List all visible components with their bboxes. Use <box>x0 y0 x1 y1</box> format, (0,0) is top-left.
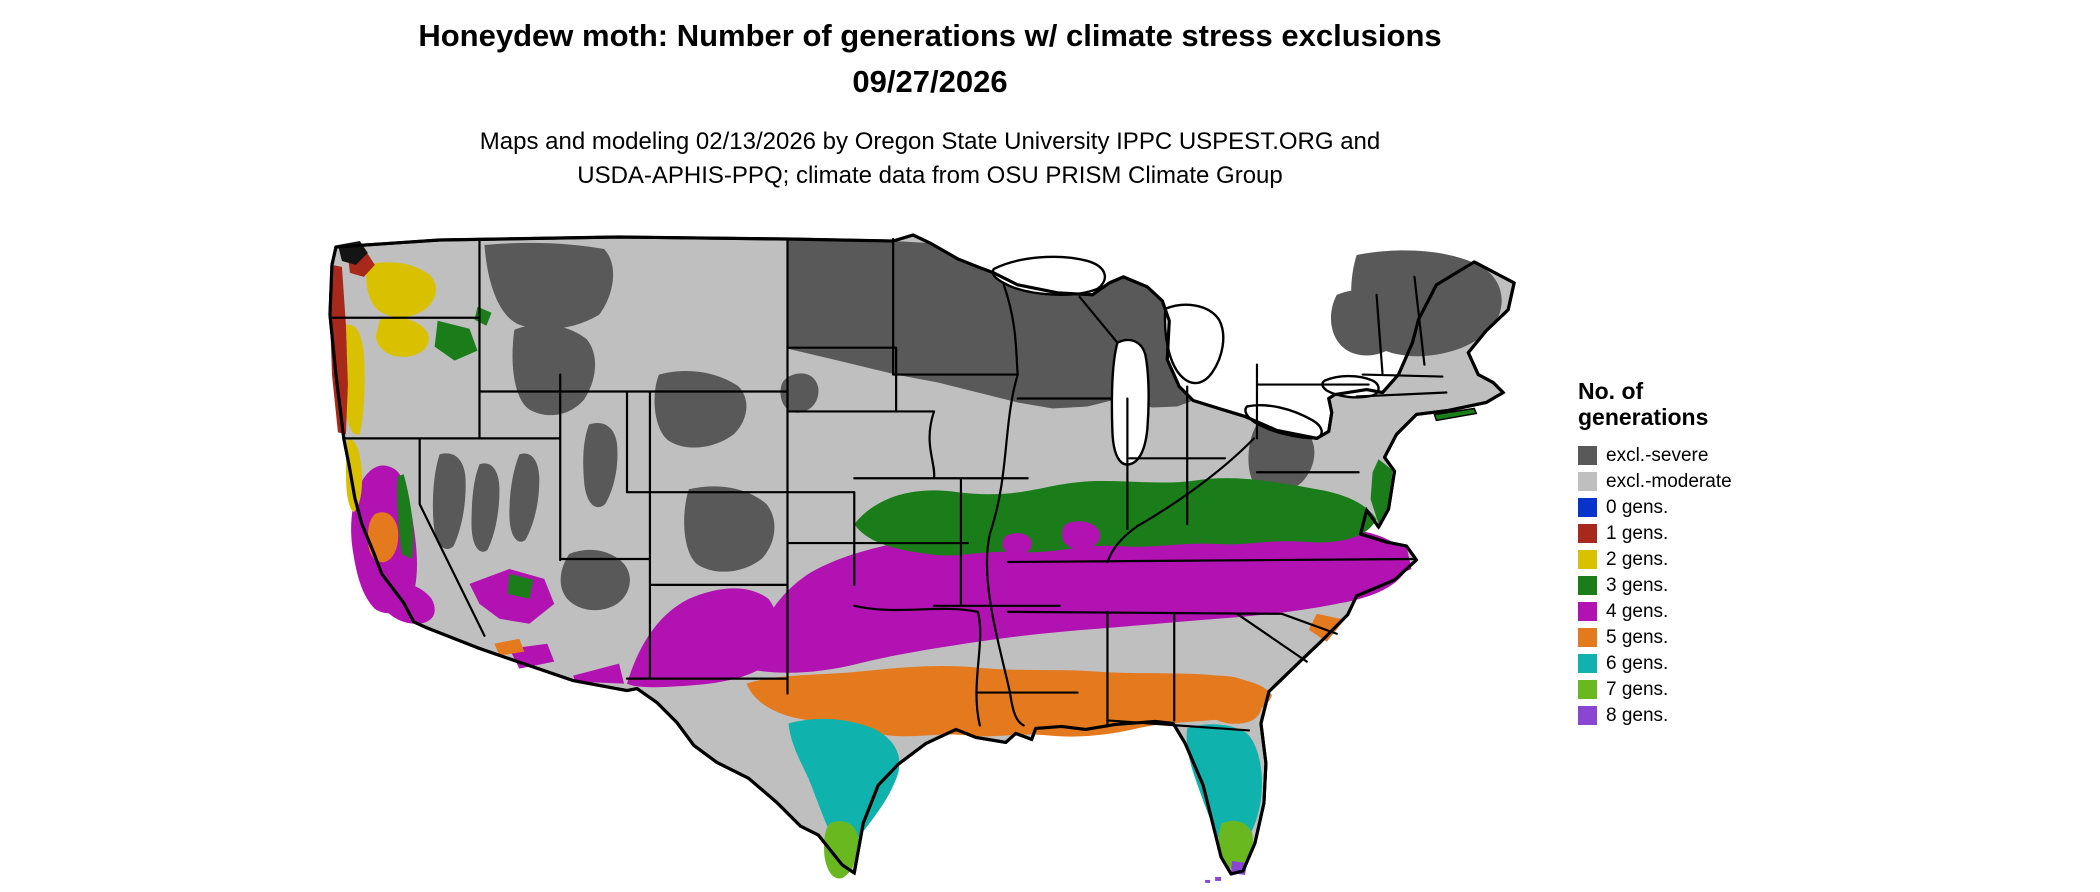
legend-item-5-gens: 5 gens. <box>1578 625 1818 651</box>
us-outline <box>328 233 1516 876</box>
region-3gens-sierra-foothills <box>396 474 414 559</box>
legend-item-4-gens: 4 gens. <box>1578 599 1818 625</box>
region-severe-nevada-2 <box>471 463 500 552</box>
region-severe-colorado <box>684 486 775 572</box>
legend-label: 0 gens. <box>1606 496 1669 518</box>
region-2gens-oregon-valley <box>344 324 365 435</box>
legend-label: 4 gens. <box>1606 600 1669 622</box>
legend-swatch-2-gens <box>1578 550 1597 570</box>
region-4gens-kentucky-pocket <box>1002 533 1032 555</box>
legend-swatch-4-gens <box>1578 602 1597 622</box>
page-title-date: 09/27/2026 <box>852 64 1008 99</box>
legend-label: 1 gens. <box>1606 522 1669 544</box>
map-container <box>320 224 1556 884</box>
legend-item-3-gens: 3 gens. <box>1578 573 1818 599</box>
region-1gens-coast-strip <box>329 264 348 435</box>
subtitle-line-1: Maps and modeling 02/13/2026 by Oregon S… <box>479 128 1381 155</box>
region-severe-nevada-1 <box>432 453 466 550</box>
region-severe-arizona-highlands <box>560 549 630 611</box>
state-borders-plains <box>786 237 1079 727</box>
legend-swatch-5-gens <box>1578 628 1597 648</box>
region-6gens-florida <box>1186 724 1262 851</box>
legend-item-0-gens: 0 gens. <box>1578 495 1818 521</box>
legend-label: excl.-moderate <box>1606 470 1732 492</box>
region-severe-utah <box>583 422 618 508</box>
region-3gens-new-mexico <box>507 573 534 599</box>
legend-label: 2 gens. <box>1606 548 1669 570</box>
legend-item-6-gens: 6 gens. <box>1578 651 1818 677</box>
legend-label: 8 gens. <box>1606 704 1669 726</box>
region-7gens-texas-tip <box>824 821 859 879</box>
region-6gens-south-texas <box>788 718 900 847</box>
region-3gens-oregon <box>434 320 478 361</box>
region-4gens-socal <box>377 582 435 624</box>
region-8gens-keys-1 <box>1215 876 1222 881</box>
legend-item-1-gens: 1 gens. <box>1578 521 1818 547</box>
legend-swatch-3-gens <box>1578 576 1597 596</box>
region-5gens-gulf-band <box>746 665 1272 737</box>
legend-swatch-excl-moderate <box>1578 472 1597 492</box>
legend-label: excl.-severe <box>1606 444 1709 466</box>
region-5gens-sc-coast <box>1308 613 1345 642</box>
legend-swatch-6-gens <box>1578 654 1597 674</box>
subtitle-line-2: USDA-APHIS-PPQ; climate data from OSU PR… <box>577 162 1283 189</box>
legend-swatch-7-gens <box>1578 680 1597 700</box>
region-3gens-delmarva <box>1370 459 1393 525</box>
region-4gens-arizona-1 <box>469 568 555 624</box>
legend-label: 5 gens. <box>1606 626 1669 648</box>
region-5gens-california-valley <box>367 512 399 563</box>
region-severe-black-hills <box>780 373 819 413</box>
region-2gens-washington-2 <box>375 317 429 357</box>
state-borders-west <box>331 237 856 695</box>
legend-item-excl-moderate: excl.-moderate <box>1578 469 1818 495</box>
legend-title: No. of generations <box>1578 378 1818 431</box>
region-severe-wyoming <box>654 371 747 448</box>
region-3gens-midsouth-band <box>854 478 1377 556</box>
legend: No. of generations excl.-severe excl.-mo… <box>1578 378 1818 729</box>
page-title: Honeydew moth: Number of generations w/ … <box>418 18 1442 53</box>
region-4gens-tennessee-pocket <box>1062 521 1101 550</box>
legend-title-line1: No. of <box>1578 378 1644 404</box>
legend-item-excl-severe: excl.-severe <box>1578 443 1818 469</box>
region-5gens-south-arizona <box>494 638 525 656</box>
region-4gens-south-nm <box>573 663 625 684</box>
region-5gens-north-florida <box>1203 675 1262 724</box>
legend-item-7-gens: 7 gens. <box>1578 677 1818 703</box>
legend-item-2-gens: 2 gens. <box>1578 547 1818 573</box>
region-severe-north-band <box>787 239 1194 409</box>
legend-label: 6 gens. <box>1606 652 1669 674</box>
legend-items: excl.-severe excl.-moderate 0 gens. 1 ge… <box>1578 443 1818 729</box>
legend-swatch-excl-severe <box>1578 446 1597 466</box>
region-8gens-keys-2 <box>1205 879 1211 883</box>
legend-item-8-gens: 8 gens. <box>1578 703 1818 729</box>
region-2gens-norcal-coast <box>345 439 363 513</box>
lake-michigan <box>1110 338 1150 466</box>
legend-swatch-8-gens <box>1578 706 1597 726</box>
lake-ontario <box>1321 374 1380 399</box>
long-island <box>1433 407 1478 422</box>
region-severe-nevada-3 <box>509 453 540 542</box>
legend-label: 7 gens. <box>1606 678 1669 700</box>
region-severe-montana <box>484 242 614 330</box>
legend-swatch-0-gens <box>1578 498 1597 518</box>
region-4gens-west-texas <box>627 588 778 688</box>
lake-huron <box>1163 303 1225 385</box>
legend-label: 3 gens. <box>1606 574 1669 596</box>
legend-title-line2: generations <box>1578 404 1709 431</box>
us-map <box>328 233 1516 883</box>
region-2gens-washington-1 <box>366 262 436 318</box>
legend-swatch-1-gens <box>1578 524 1597 544</box>
region-7gens-south-florida <box>1218 820 1253 870</box>
header: Honeydew moth: Number of generations w/ … <box>0 0 1860 190</box>
